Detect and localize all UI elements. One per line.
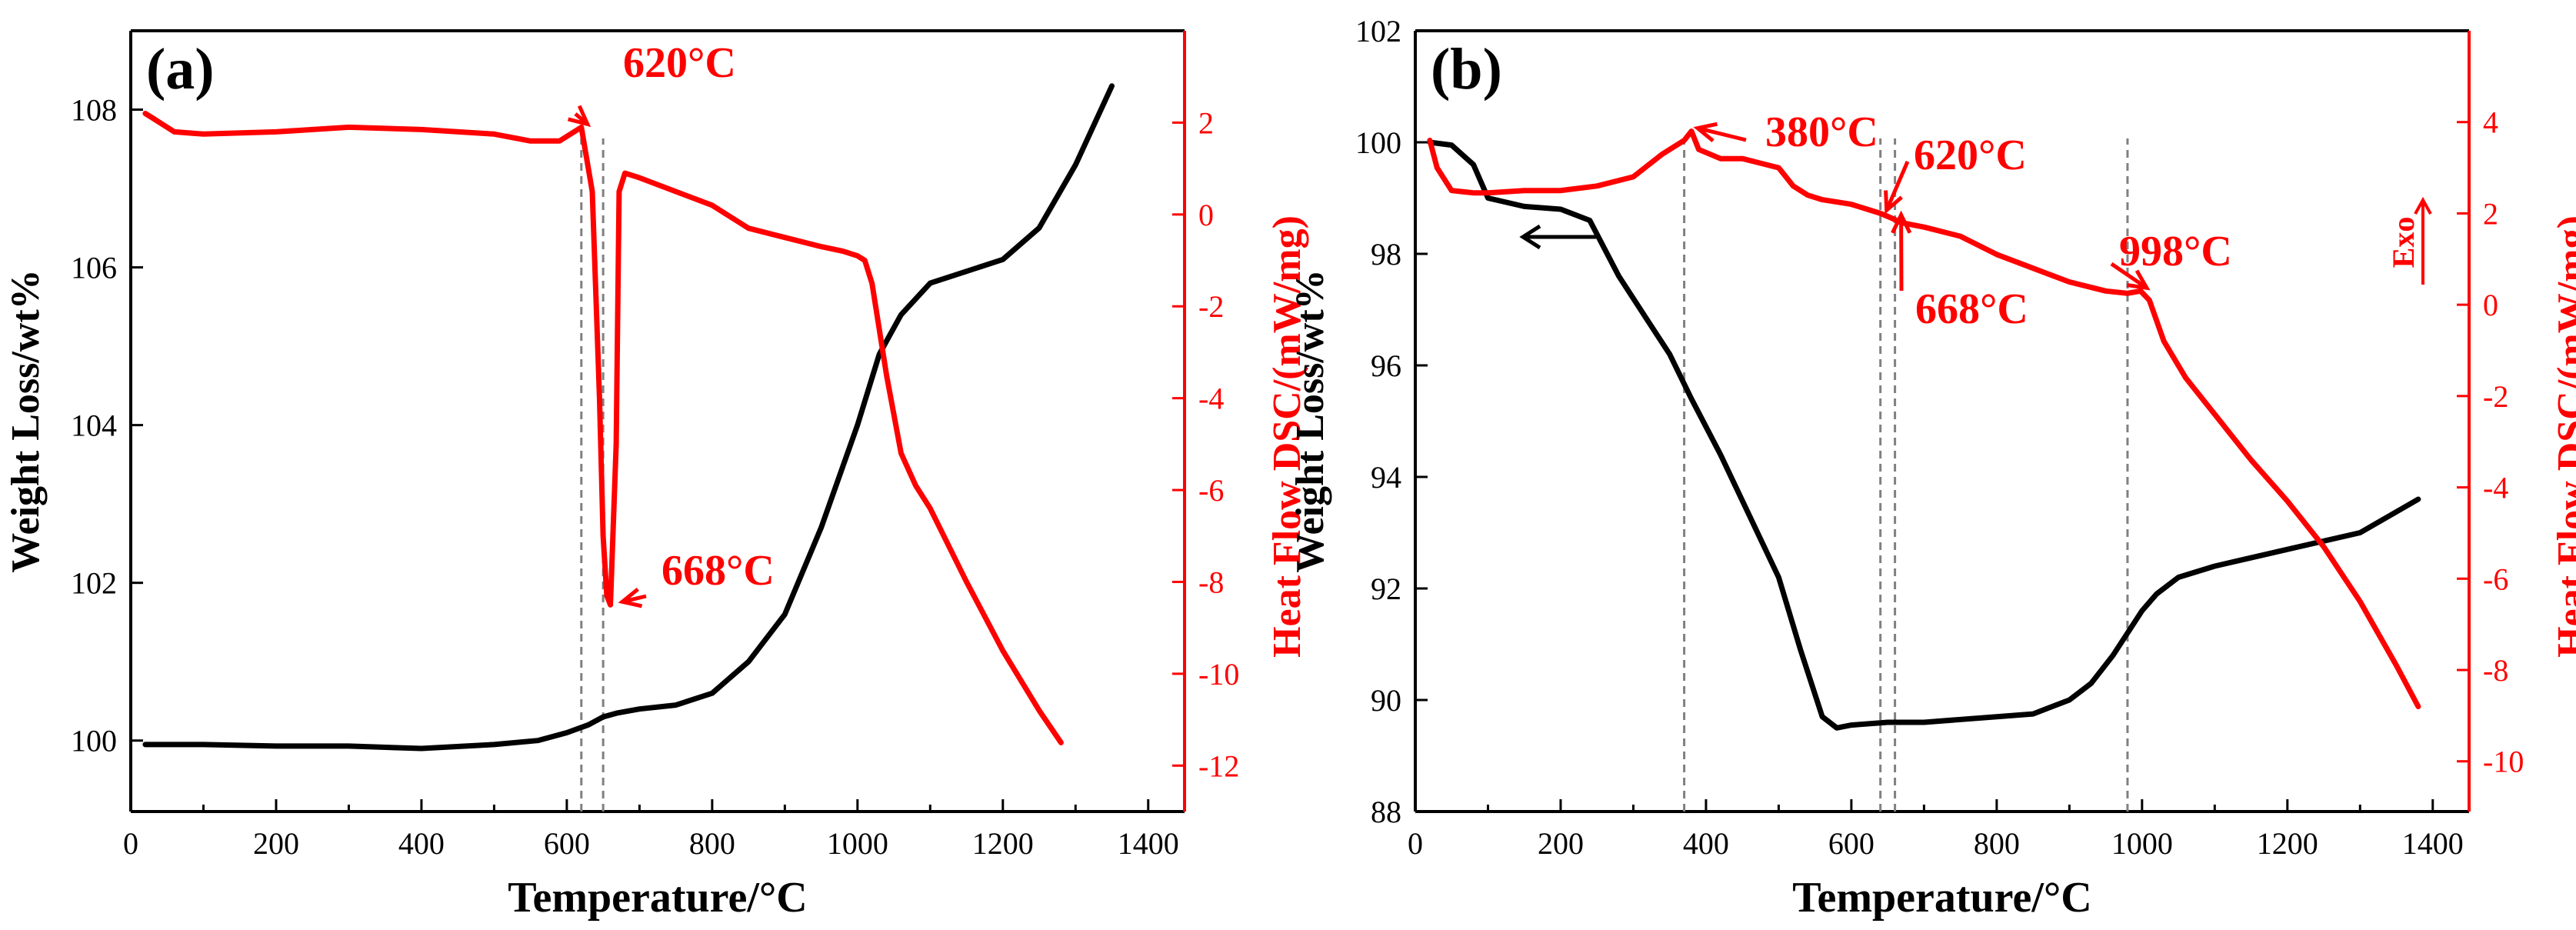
x-tick-label: 0 — [123, 826, 138, 861]
annotation-arrowhead — [1891, 210, 1912, 234]
annotation-arrow — [1697, 126, 1747, 142]
x-tick-label: 200 — [253, 826, 299, 861]
y-right-axis-label: Heat Flow DSC/(mW/mg) — [1265, 215, 1309, 658]
y-right-tick-label: 0 — [1198, 198, 1214, 232]
annotation-arrowhead — [567, 105, 592, 128]
y-right-tick-label: -8 — [2483, 653, 2508, 688]
x-tick-label: 600 — [1828, 826, 1875, 861]
exo-arrowhead — [2414, 196, 2432, 215]
annotation-arrowhead — [618, 587, 643, 608]
tg-axis-arrowhead — [1519, 224, 1541, 250]
y-left-tick-label: 88 — [1371, 795, 1401, 829]
y-left-axis-label: Weight Loss/wt% — [4, 269, 48, 572]
panel-a: 0 200 400 600 800 1000 1200 1400 100 102 104 106 108… — [4, 29, 1309, 922]
y-right-tick-label: 2 — [2483, 196, 2498, 231]
x-tick-label: 1200 — [972, 826, 1034, 861]
x-tick-label: 1200 — [2257, 826, 2318, 861]
y-right-tick-label: -8 — [1198, 565, 1224, 599]
x-tick-label: 600 — [544, 826, 590, 861]
tg-weight-curve — [142, 83, 1115, 752]
y-right-tick-label: -6 — [1198, 473, 1224, 508]
temperature-annotation: 380°C — [1765, 108, 1878, 156]
y-right-tick-label: -2 — [2483, 379, 2508, 414]
y-right-tick-label: -4 — [1198, 382, 1224, 416]
x-tick-label: 400 — [398, 826, 445, 861]
y-left-tick-label: 94 — [1371, 460, 1401, 495]
y-left-tick-label: 100 — [71, 724, 117, 758]
temperature-annotation: 620°C — [623, 39, 736, 87]
y-right-axis-label: Heat Flow DSC/(mW/mg) — [2550, 215, 2576, 658]
exo-label: Exo — [2386, 217, 2421, 268]
y-right-tick-label: -12 — [1198, 748, 1239, 783]
y-left-tick-label: 102 — [1355, 14, 1401, 48]
y-right-tick-label: -6 — [2483, 562, 2508, 596]
annotation-arrow — [1885, 161, 1910, 212]
x-tick-label: 200 — [1538, 826, 1584, 861]
annotation-arrowhead — [2126, 269, 2151, 291]
temperature-annotation: 668°C — [1915, 285, 2028, 333]
y-left-tick-label: 108 — [71, 93, 117, 128]
annotation-arrowhead — [1884, 190, 1903, 215]
y-left-tick-label: 100 — [1355, 125, 1401, 160]
tg-weight-curve — [1427, 139, 2421, 731]
y-left-tick-label: 106 — [71, 251, 117, 285]
temperature-annotation: 998°C — [2119, 228, 2232, 275]
y-right-tick-label: 0 — [2483, 288, 2498, 322]
x-tick-label: 1400 — [1118, 826, 1179, 861]
y-right-tick-label: -2 — [1198, 289, 1224, 324]
y-right-tick-label: -10 — [2483, 745, 2524, 779]
x-axis-label: Temperature/°C — [508, 874, 807, 922]
y-left-tick-label: 104 — [71, 408, 117, 443]
x-tick-label: 0 — [1408, 826, 1423, 861]
x-tick-label: 1000 — [2111, 826, 2173, 861]
y-right-tick-label: 4 — [2483, 105, 2498, 140]
x-tick-label: 800 — [689, 826, 735, 861]
x-tick-label: 400 — [1683, 826, 1729, 861]
panel-label: (b) — [1431, 37, 1502, 102]
x-tick-label: 1400 — [2402, 826, 2464, 861]
x-tick-label: 800 — [1974, 826, 2020, 861]
panel-b: 0 200 400 600 800 1000 1200 1400889092949698100… — [1288, 14, 2576, 922]
annotation-arrowhead — [1693, 122, 1718, 143]
annotation-arrow — [2110, 262, 2148, 290]
y-left-tick-label: 96 — [1371, 348, 1401, 383]
y-left-tick-label: 102 — [71, 566, 117, 601]
y-right-tick-label: 2 — [1198, 105, 1214, 140]
panel-label: (a) — [146, 37, 215, 102]
temperature-annotation: 668°C — [661, 547, 775, 595]
y-right-tick-label: -10 — [1198, 657, 1239, 692]
y-left-axis-label: Weight Loss/wt% — [1288, 269, 1332, 572]
y-right-tick-label: -4 — [2483, 471, 2508, 505]
y-left-tick-label: 90 — [1371, 683, 1401, 718]
y-left-tick-label: 92 — [1371, 572, 1401, 606]
dsc-heat-flow-curve — [142, 111, 1064, 745]
dsc-heat-flow-curve — [1427, 128, 2421, 709]
x-axis-label: Temperature/°C — [1792, 874, 2091, 922]
temperature-annotation: 620°C — [1914, 132, 2027, 179]
y-left-tick-label: 98 — [1371, 237, 1401, 272]
x-tick-label: 1000 — [827, 826, 888, 861]
